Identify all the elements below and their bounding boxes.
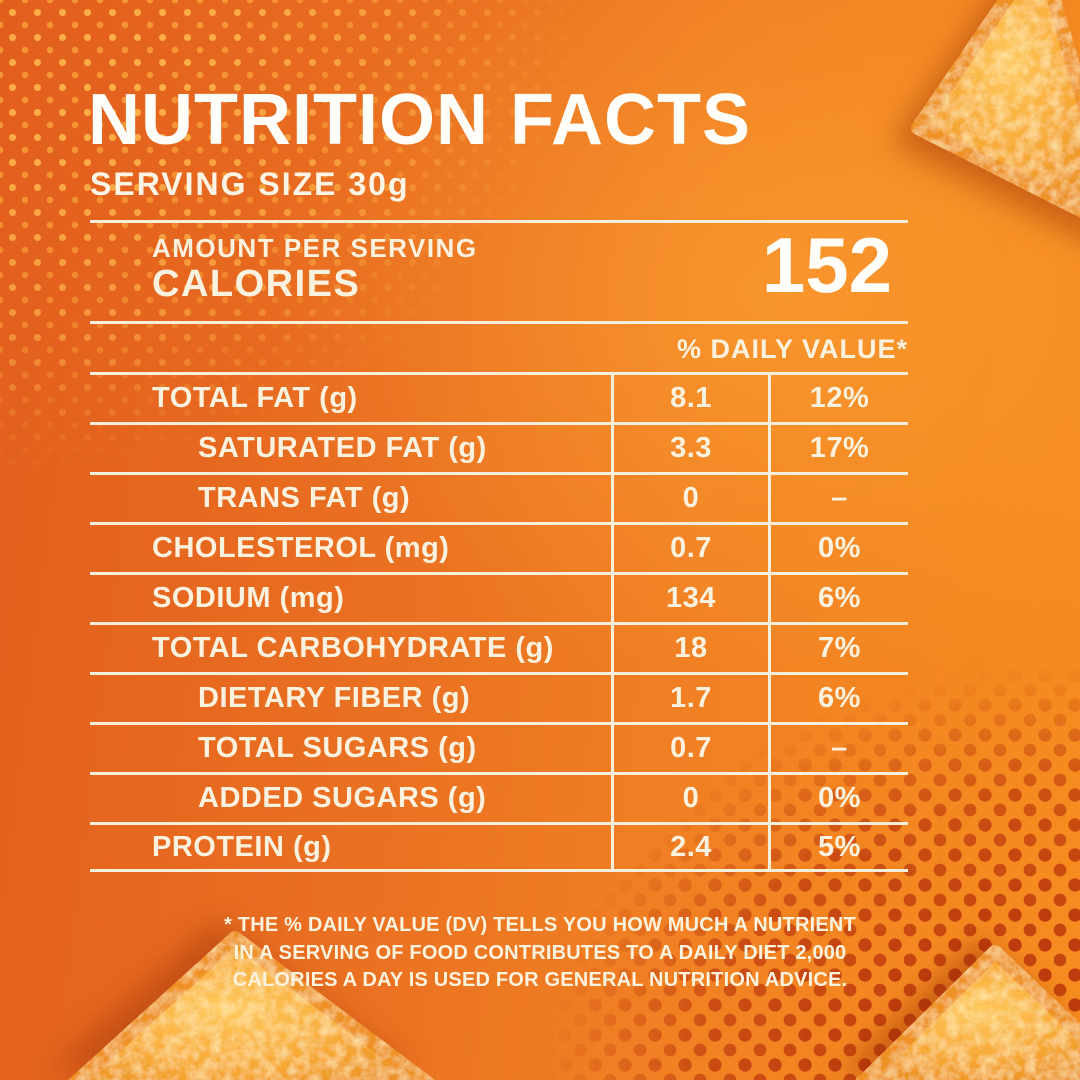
tortilla-chip-bottom-left (68, 931, 436, 1080)
nutrient-label: TOTAL FAT (g) (152, 382, 358, 414)
nutrient-label: PROTEIN (g) (152, 830, 332, 863)
table-row: PROTEIN (g) 2.4 5% (90, 822, 908, 872)
nutrient-daily-value: 7% (768, 625, 908, 672)
nutrient-label: CHOLESTEROL (mg) (152, 532, 450, 564)
nutrient-daily-value: 12% (768, 375, 908, 422)
nutrition-table: TOTAL FAT (g) 8.1 12% SATURATED FAT (g) … (90, 372, 908, 872)
tortilla-chip-top-right (911, 0, 1080, 218)
amount-per-serving-label: AMOUNT PER SERVING (152, 233, 478, 263)
page-title: NUTRITION FACTS (88, 80, 751, 160)
nutrient-value: 134 (611, 575, 768, 622)
table-row: ADDED SUGARS (g) 0 0% (90, 772, 908, 822)
nutrient-value: 8.1 (611, 375, 768, 422)
daily-value-footnote: * THE % DAILY VALUE (DV) TELLS YOU HOW M… (110, 912, 970, 995)
footnote-line: IN A SERVING OF FOOD CONTRIBUTES TO A DA… (233, 941, 847, 964)
nutrient-daily-value: – (768, 475, 908, 522)
nutrient-daily-value: 6% (768, 675, 908, 722)
footnote-line: CALORIES A DAY IS USED FOR GENERAL NUTRI… (232, 969, 848, 991)
nutrient-label: SODIUM (mg) (152, 582, 345, 614)
nutrient-label: DIETARY FIBER (g) (198, 682, 471, 714)
table-row: DIETARY FIBER (g) 1.7 6% (90, 672, 908, 722)
table-row: SODIUM (mg) 134 6% (90, 572, 908, 622)
table-row: TOTAL CARBOHYDRATE (g) 18 7% (90, 622, 908, 672)
table-row: TOTAL SUGARS (g) 0.7 – (90, 722, 908, 772)
nutrient-daily-value: 17% (768, 425, 908, 472)
daily-value-header: % DAILY VALUE* (676, 334, 908, 364)
divider-rule (90, 321, 908, 324)
nutrient-value: 0 (611, 775, 768, 822)
table-row: SATURATED FAT (g) 3.3 17% (90, 422, 908, 472)
nutrient-label: TOTAL CARBOHYDRATE (g) (152, 632, 554, 664)
table-row: TOTAL FAT (g) 8.1 12% (90, 372, 908, 422)
calories-value: 152 (761, 221, 892, 309)
nutrient-label: TOTAL SUGARS (g) (198, 732, 477, 764)
nutrient-label: ADDED SUGARS (g) (198, 782, 487, 814)
nutrient-daily-value: 5% (768, 825, 908, 869)
nutrient-value: 18 (611, 625, 768, 672)
table-row: TRANS FAT (g) 0 – (90, 472, 908, 522)
nutrient-value: 0 (611, 475, 768, 522)
nutrient-daily-value: 0% (768, 775, 908, 822)
nutrient-value: 0.7 (611, 725, 768, 772)
footnote-line: * THE % DAILY VALUE (DV) TELLS YOU HOW M… (224, 914, 856, 936)
nutrient-daily-value: – (768, 725, 908, 772)
calories-label: CALORIES (152, 263, 361, 305)
nutrient-value: 0.7 (611, 525, 768, 572)
nutrient-value: 1.7 (611, 675, 768, 722)
nutrient-label: TRANS FAT (g) (198, 482, 411, 514)
nutrient-value: 3.3 (611, 425, 768, 472)
nutrient-label: SATURATED FAT (g) (198, 432, 487, 464)
table-row: CHOLESTEROL (mg) 0.7 0% (90, 522, 908, 572)
nutrient-value: 2.4 (611, 825, 768, 869)
serving-size: SERVING SIZE 30g (90, 166, 410, 202)
nutrient-daily-value: 6% (768, 575, 908, 622)
nutrient-daily-value: 0% (768, 525, 908, 572)
